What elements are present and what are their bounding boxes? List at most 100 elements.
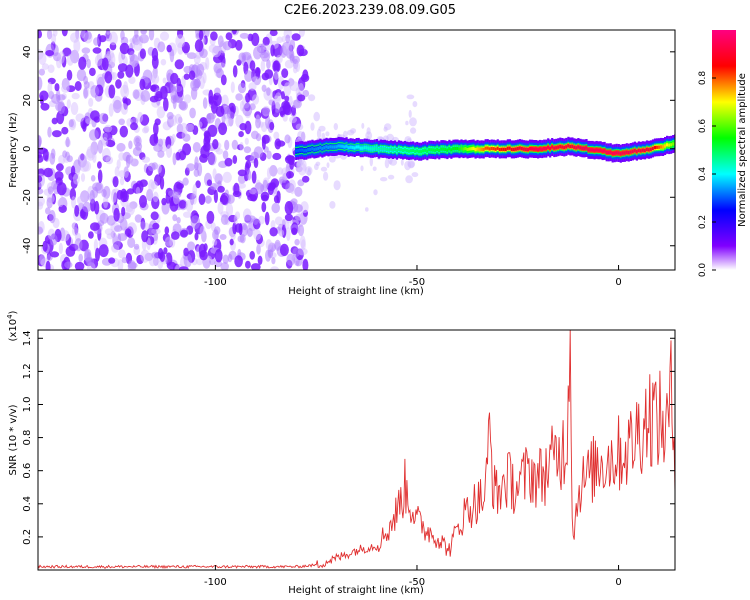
noise-blob	[226, 113, 231, 127]
noise-blob	[170, 72, 179, 85]
frequency-tick-label: 20	[22, 94, 33, 107]
noise-blob	[215, 106, 225, 117]
noise-blob	[251, 170, 257, 184]
signal-cell	[516, 147, 520, 151]
signal-cell	[440, 147, 443, 151]
snr-tick-label: 0.6	[22, 463, 33, 479]
signal-cell	[480, 147, 483, 151]
signal-cell	[653, 145, 657, 150]
noise-blob	[405, 120, 409, 126]
signal-cell	[668, 143, 671, 147]
noise-blob	[52, 30, 58, 37]
noise-blob	[214, 226, 221, 235]
noise-blob	[108, 257, 116, 264]
signal-cell	[557, 145, 560, 149]
noise-blob	[66, 155, 73, 163]
signal-cell	[573, 145, 576, 149]
noise-blob	[38, 175, 43, 183]
signal-cell	[492, 147, 495, 151]
signal-cell	[615, 151, 618, 155]
noise-blob	[118, 249, 126, 259]
noise-blob	[54, 171, 64, 181]
noise-blob	[246, 169, 252, 181]
signal-cell	[537, 147, 540, 152]
colorbar-tick-label: 0.8	[698, 71, 708, 86]
signal-cell	[508, 146, 511, 150]
noise-blob	[198, 121, 203, 128]
noise-blob	[294, 186, 303, 197]
noise-blob	[139, 34, 150, 44]
signal-cell	[365, 146, 368, 150]
noise-blob	[243, 146, 252, 154]
noise-blob	[105, 139, 116, 148]
signal-cell	[456, 146, 459, 151]
height-axis-label-top: Height of straight line (km)	[288, 286, 424, 297]
noise-blob	[329, 201, 336, 209]
signal-cell	[595, 148, 598, 152]
noise-blob	[237, 169, 247, 177]
noise-blob	[220, 214, 229, 226]
noise-blob	[245, 260, 251, 269]
signal-cell	[383, 147, 386, 151]
noise-blob	[172, 85, 183, 93]
noise-blob	[106, 215, 116, 226]
noise-blob	[302, 89, 310, 98]
noise-blob	[66, 54, 74, 66]
signal-cell	[468, 147, 471, 151]
noise-blob	[132, 89, 140, 100]
noise-blob	[119, 125, 128, 138]
noise-blob	[252, 217, 259, 225]
noise-blob	[150, 73, 160, 85]
noise-blob	[249, 60, 256, 71]
noise-blob	[297, 247, 308, 256]
noise-blob	[190, 193, 195, 206]
noise-blob	[274, 92, 282, 104]
signal-cell	[319, 146, 322, 150]
noise-blob	[183, 247, 189, 257]
frequency-tick-label: 0	[22, 146, 33, 152]
snr-panel: 0.2 0.4 0.6 0.8 1.0 1.2 1.4 -100 -50 0 SNR (10 *…	[6, 310, 676, 596]
noise-blob	[127, 262, 138, 269]
noise-blob	[298, 30, 305, 38]
signal-cell	[387, 148, 391, 152]
noise-blob	[208, 89, 214, 104]
noise-blob	[325, 131, 330, 137]
noise-blob	[161, 197, 167, 206]
signal-cell	[418, 150, 421, 154]
frequency-tick-label: 40	[22, 45, 33, 58]
noise-blob	[189, 107, 196, 119]
noise-blob	[38, 135, 42, 149]
signal-track	[295, 134, 675, 163]
signal-cell	[305, 149, 308, 153]
signal-cell	[311, 147, 314, 151]
signal-cell	[549, 146, 552, 151]
noise-blob	[183, 94, 192, 104]
noise-blob	[232, 155, 238, 164]
colorbar-tick-label: 0.0	[698, 263, 708, 278]
noise-blob	[233, 214, 238, 225]
noise-blob	[118, 118, 125, 126]
signal-cell	[476, 147, 479, 151]
noise-blob	[122, 96, 128, 104]
signal-cell	[639, 149, 642, 153]
noise-blob	[125, 204, 134, 213]
noise-blob	[286, 171, 294, 179]
signal-cell	[658, 145, 661, 149]
signal-cell	[399, 148, 403, 152]
noise-blob	[289, 39, 296, 50]
signal-cell	[571, 144, 574, 148]
signal-cell	[361, 146, 364, 150]
noise-blob	[81, 47, 91, 54]
signal-cell	[514, 147, 518, 151]
signal-cell	[355, 145, 358, 149]
signal-cell	[649, 147, 653, 151]
noise-blob	[84, 249, 90, 262]
noise-blob	[47, 81, 53, 95]
noise-blob	[217, 201, 224, 215]
colorbar-tick-label: 0.4	[698, 167, 708, 182]
signal-cell	[478, 147, 481, 152]
noise-blob	[102, 195, 109, 209]
noise-blob	[125, 64, 134, 78]
noise-blob	[293, 99, 302, 109]
signal-cell	[325, 145, 328, 149]
